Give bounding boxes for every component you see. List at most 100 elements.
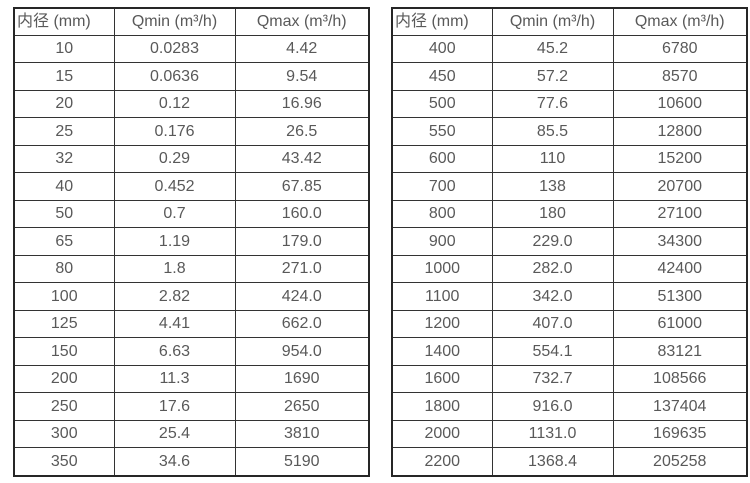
table-row: 2200 1368.4 205258 bbox=[391, 447, 748, 477]
cell-qmin: 11.3 bbox=[113, 364, 236, 394]
cell-qmax: 424.0 bbox=[234, 282, 370, 311]
table-row: 800 180 27100 bbox=[391, 199, 748, 229]
cell-diameter: 50 bbox=[13, 199, 115, 229]
cell-qmax: 42400 bbox=[612, 254, 748, 284]
column-header-qmax: Qmax (m³/h) bbox=[612, 7, 748, 36]
cell-qmax: 26.5 bbox=[234, 117, 370, 146]
cell-qmax: 51300 bbox=[612, 282, 748, 311]
table-row: 100 2.82 424.0 bbox=[13, 282, 370, 311]
cell-diameter: 65 bbox=[13, 227, 115, 256]
table-row: 25 0.176 26.5 bbox=[13, 117, 370, 146]
cell-qmax: 34300 bbox=[612, 227, 748, 256]
cell-diameter: 20 bbox=[13, 89, 115, 119]
cell-diameter: 600 bbox=[391, 144, 493, 174]
column-header-qmin: Qmin (m³/h) bbox=[113, 7, 236, 36]
table-row: 500 77.6 10600 bbox=[391, 89, 748, 119]
cell-qmax: 20700 bbox=[612, 172, 748, 201]
cell-diameter: 550 bbox=[391, 117, 493, 146]
column-header-qmax: Qmax (m³/h) bbox=[234, 7, 370, 36]
cell-diameter: 100 bbox=[13, 282, 115, 311]
cell-qmin: 0.29 bbox=[113, 144, 236, 174]
cell-qmax: 271.0 bbox=[234, 254, 370, 284]
column-header-diameter: 内径 (mm) bbox=[391, 7, 493, 36]
table-row: 1600 732.7 108566 bbox=[391, 364, 748, 394]
cell-qmin: 0.7 bbox=[113, 199, 236, 229]
cell-diameter: 1200 bbox=[391, 309, 493, 339]
table-row: 400 45.2 6780 bbox=[391, 34, 748, 64]
cell-qmax: 61000 bbox=[612, 309, 748, 339]
cell-qmax: 108566 bbox=[612, 364, 748, 394]
cell-diameter: 125 bbox=[13, 309, 115, 339]
cell-diameter: 150 bbox=[13, 337, 115, 366]
table-row: 32 0.29 43.42 bbox=[13, 144, 370, 174]
cell-qmax: 10600 bbox=[612, 89, 748, 119]
cell-qmax: 6780 bbox=[612, 34, 748, 64]
cell-qmax: 179.0 bbox=[234, 227, 370, 256]
table-row: 1100 342.0 51300 bbox=[391, 282, 748, 311]
cell-diameter: 900 bbox=[391, 227, 493, 256]
cell-qmax: 3810 bbox=[234, 419, 370, 449]
table-row: 550 85.5 12800 bbox=[391, 117, 748, 146]
cell-diameter: 10 bbox=[13, 34, 115, 64]
cell-diameter: 1100 bbox=[391, 282, 493, 311]
cell-qmin: 77.6 bbox=[491, 89, 614, 119]
cell-qmin: 6.63 bbox=[113, 337, 236, 366]
cell-qmin: 0.452 bbox=[113, 172, 236, 201]
table-row: 1400 554.1 83121 bbox=[391, 337, 748, 366]
cell-diameter: 350 bbox=[13, 447, 115, 477]
table-row: 80 1.8 271.0 bbox=[13, 254, 370, 284]
cell-qmax: 954.0 bbox=[234, 337, 370, 366]
table-row: 15 0.0636 9.54 bbox=[13, 62, 370, 91]
table-row: 50 0.7 160.0 bbox=[13, 199, 370, 229]
table-row: 20 0.12 16.96 bbox=[13, 89, 370, 119]
cell-qmax: 67.85 bbox=[234, 172, 370, 201]
table-row: 150 6.63 954.0 bbox=[13, 337, 370, 366]
table-row: 700 138 20700 bbox=[391, 172, 748, 201]
table-row: 300 25.4 3810 bbox=[13, 419, 370, 449]
cell-diameter: 500 bbox=[391, 89, 493, 119]
table-row: 1000 282.0 42400 bbox=[391, 254, 748, 284]
table-row: 350 34.6 5190 bbox=[13, 447, 370, 477]
cell-diameter: 80 bbox=[13, 254, 115, 284]
table-row: 450 57.2 8570 bbox=[391, 62, 748, 91]
cell-diameter: 15 bbox=[13, 62, 115, 91]
table-row: 125 4.41 662.0 bbox=[13, 309, 370, 339]
cell-diameter: 250 bbox=[13, 392, 115, 421]
cell-qmin: 1368.4 bbox=[491, 447, 614, 477]
cell-qmin: 342.0 bbox=[491, 282, 614, 311]
cell-diameter: 1800 bbox=[391, 392, 493, 421]
cell-qmin: 45.2 bbox=[491, 34, 614, 64]
cell-qmin: 0.0283 bbox=[113, 34, 236, 64]
cell-diameter: 1000 bbox=[391, 254, 493, 284]
table-row: 10 0.0283 4.42 bbox=[13, 34, 370, 64]
cell-qmax: 4.42 bbox=[234, 34, 370, 64]
cell-qmax: 43.42 bbox=[234, 144, 370, 174]
cell-qmin: 34.6 bbox=[113, 447, 236, 477]
cell-qmin: 0.12 bbox=[113, 89, 236, 119]
cell-qmin: 732.7 bbox=[491, 364, 614, 394]
cell-qmax: 27100 bbox=[612, 199, 748, 229]
cell-qmin: 138 bbox=[491, 172, 614, 201]
cell-qmin: 4.41 bbox=[113, 309, 236, 339]
cell-qmin: 110 bbox=[491, 144, 614, 174]
table-row: 65 1.19 179.0 bbox=[13, 227, 370, 256]
column-header-diameter: 内径 (mm) bbox=[13, 7, 115, 36]
cell-qmin: 1.19 bbox=[113, 227, 236, 256]
cell-qmax: 2650 bbox=[234, 392, 370, 421]
table-row: 600 110 15200 bbox=[391, 144, 748, 174]
cell-qmax: 1690 bbox=[234, 364, 370, 394]
cell-diameter: 32 bbox=[13, 144, 115, 174]
cell-qmin: 25.4 bbox=[113, 419, 236, 449]
cell-qmax: 205258 bbox=[612, 447, 748, 477]
cell-qmin: 180 bbox=[491, 199, 614, 229]
flow-spec-tables-panel: 内径 (mm) Qmin (m³/h) Qmax (m³/h) 10 0.0283 4.4… bbox=[13, 7, 748, 477]
cell-diameter: 800 bbox=[391, 199, 493, 229]
cell-qmax: 8570 bbox=[612, 62, 748, 91]
cell-qmin: 407.0 bbox=[491, 309, 614, 339]
cell-qmin: 554.1 bbox=[491, 337, 614, 366]
cell-qmin: 1.8 bbox=[113, 254, 236, 284]
cell-qmax: 83121 bbox=[612, 337, 748, 366]
cell-diameter: 300 bbox=[13, 419, 115, 449]
cell-qmin: 916.0 bbox=[491, 392, 614, 421]
table-row: 250 17.6 2650 bbox=[13, 392, 370, 421]
